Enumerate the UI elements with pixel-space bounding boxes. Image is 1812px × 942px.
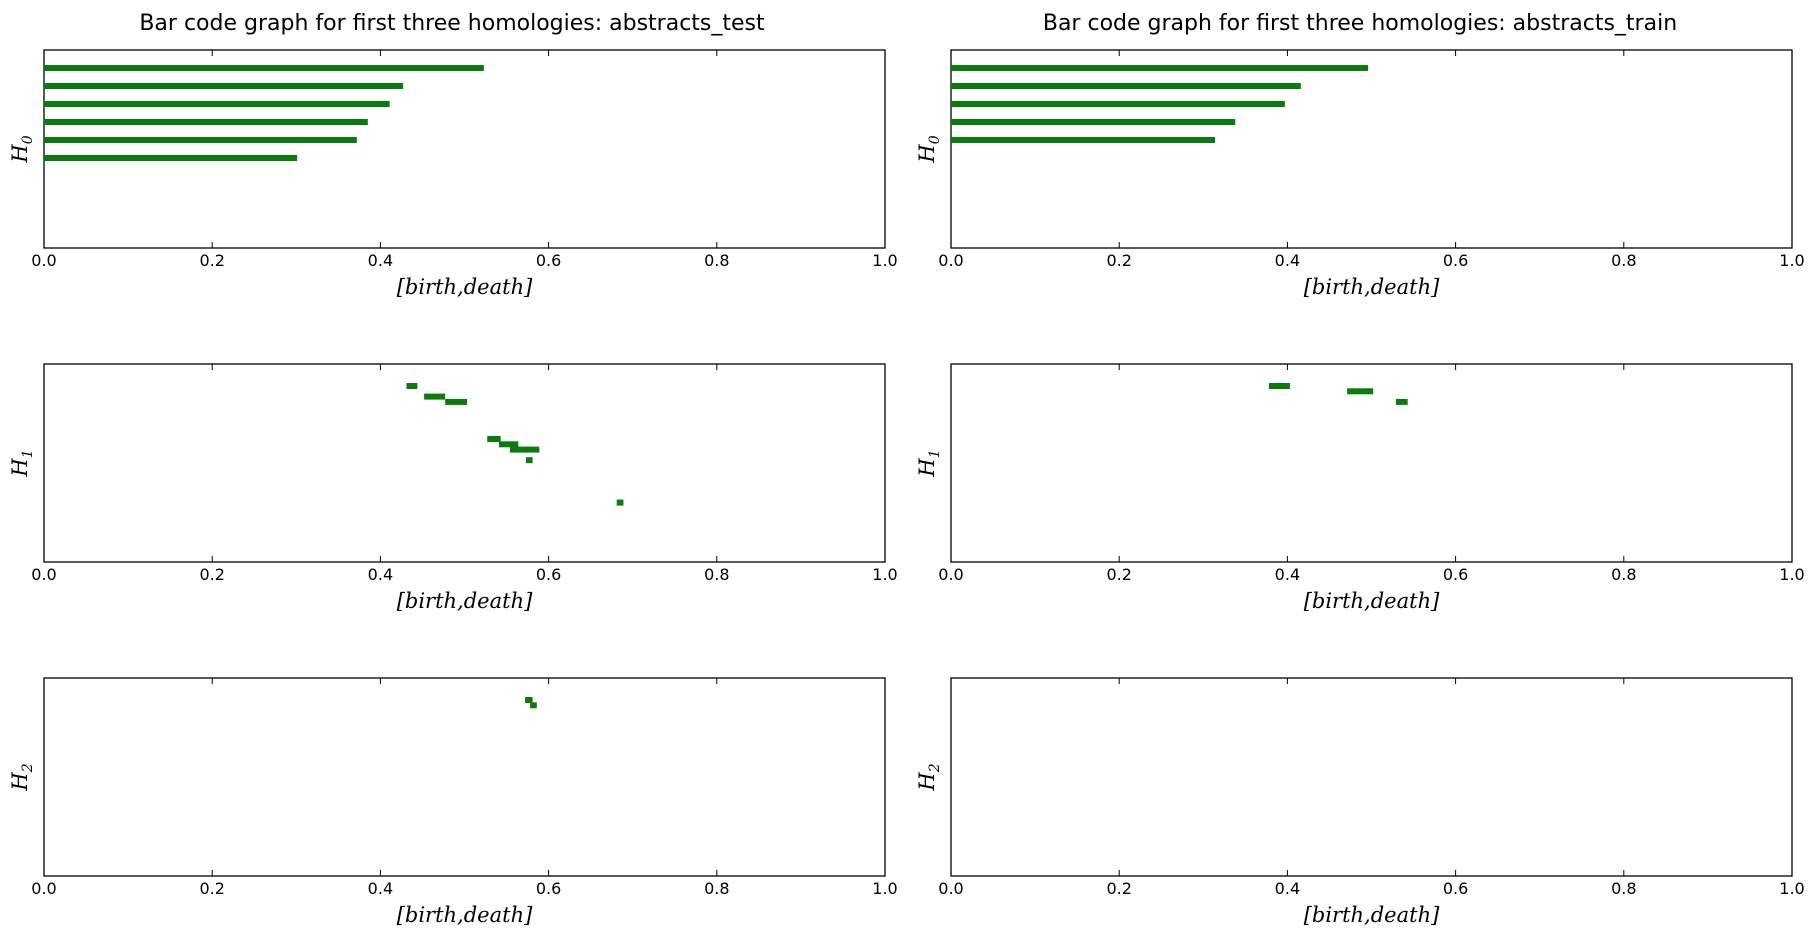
chart-0-panel-2-frame: [43, 677, 886, 877]
chart-1-panel-0: 0.0 0.2 0.4 0.6 0.8 1.0 [birth,death] H0: [915, 49, 1805, 299]
chart-1-panel-2-tick-label-3: 0.6: [1443, 879, 1468, 898]
chart-title-test: Bar code graph for first three homologie…: [139, 11, 765, 36]
chart-1-panel-1-xlabel: [birth,death]: [1304, 589, 1440, 613]
chart-1-panel-0-tick-label-1: 0.2: [1106, 251, 1131, 270]
chart-1-panel-2: 0.0 0.2 0.4 0.6 0.8 1.0 [birth,death] H2: [915, 677, 1805, 927]
chart-0-panel-0-tick-label-3: 0.6: [536, 251, 561, 270]
chart-0-panel-2-bar-0: [525, 697, 533, 703]
chart-1-panel-0-bar-2: [951, 101, 1285, 107]
chart-1-panel-2-ylabel: H2: [915, 763, 943, 791]
chart-1-panel-2-tick-label-4: 0.8: [1611, 879, 1636, 898]
chart-0-panel-0-bar-2: [44, 101, 390, 107]
chart-0-panel-0-tick-label-2: 0.4: [368, 251, 393, 270]
chart-1-panel-2-frame: [950, 677, 1793, 877]
chart-1-panel-1-tick-label-3: 0.6: [1443, 565, 1468, 584]
chart-0-panel-0-bar-1: [44, 83, 404, 89]
chart-0-panel-2-ylabel-sub: 2: [20, 763, 36, 773]
chart-0-panel-1-frame: [43, 363, 886, 563]
chart-0-panel-0-tick-label-1: 0.2: [199, 251, 224, 270]
chart-0-panel-1-tick-label-5: 1.0: [872, 565, 897, 584]
chart-1-panel-0-tick-label-2: 0.4: [1275, 251, 1300, 270]
chart-1-panel-0-tick-label-0: 0.0: [938, 251, 963, 270]
chart-1-panel-2-tick-label-5: 1.0: [1779, 879, 1804, 898]
chart-0-panel-1-ylabel-sub: 1: [20, 449, 36, 458]
chart-1-panel-0-ylabel-sub: 0: [927, 135, 943, 144]
panels-group: 0.0 0.2 0.4 0.6 0.8 1.0[birth,death]H00.0 0.2 0…: [8, 49, 1805, 927]
chart-1-panel-0-bar-4: [951, 137, 1216, 143]
chart-1-panel-0-frame: [950, 49, 1793, 249]
chart-1-panel-0-bar-1: [951, 83, 1301, 89]
chart-0-panel-1-bar-1: [424, 393, 446, 400]
chart-1-panel-1-bar-2: [1395, 398, 1408, 405]
chart-0-panel-1-bar-0: [406, 383, 418, 389]
chart-0-panel-2-tick-label-4: 0.8: [704, 879, 729, 898]
chart-1-panel-1-ylabel: H1: [915, 449, 943, 477]
chart-1-panel-1-tick-label-0: 0.0: [938, 565, 963, 584]
chart-0-panel-1-tick-label-3: 0.6: [536, 565, 561, 584]
chart-0-panel-1-tick-label-1: 0.2: [199, 565, 224, 584]
chart-0-panel-1-bar-6: [525, 457, 533, 464]
chart-1-panel-1-tick-label-4: 0.8: [1611, 565, 1636, 584]
chart-0-panel-1-bar-4: [498, 441, 519, 448]
chart-1-panel-0-ylabel: H0: [915, 135, 943, 163]
chart-0-panel-1-bar-2: [445, 398, 468, 405]
chart-0-panel-0-frame: [43, 49, 886, 249]
chart-0-panel-2-tick-label-5: 1.0: [872, 879, 897, 898]
chart-0-panel-1-bar-7: [616, 499, 624, 506]
chart-0-panel-2-tick-label-0: 0.0: [31, 879, 56, 898]
chart-0-panel-0-bar-0: [44, 65, 484, 71]
chart-0-panel-1-tick-label-4: 0.8: [704, 565, 729, 584]
chart-0-panel-1: 0.0 0.2 0.4 0.6 0.8 1.0 [birth,death] H1: [8, 363, 898, 613]
chart-0-panel-0-bar-3: [44, 119, 368, 125]
chart-0-panel-2-ylabel: H2: [8, 763, 36, 791]
chart-0-panel-0: 0.0 0.2 0.4 0.6 0.8 1.0 [birth,death] H0: [8, 49, 898, 299]
chart-0-panel-2-tick-label-2: 0.4: [368, 879, 393, 898]
chart-1-panel-2-ylabel-sub: 2: [927, 763, 943, 773]
chart-1-panel-1: 0.0 0.2 0.4 0.6 0.8 1.0 [birth,death] H1: [915, 363, 1805, 613]
chart-0-panel-2-bar-1: [530, 702, 537, 709]
chart-1-panel-1-ylabel-sub: 1: [927, 449, 943, 458]
chart-1-panel-0-bar-0: [951, 65, 1369, 71]
chart-1-panel-2-tick-label-0: 0.0: [938, 879, 963, 898]
chart-1-panel-0-xlabel: [birth,death]: [1304, 275, 1440, 299]
chart-0-panel-1-tick-label-2: 0.4: [368, 565, 393, 584]
chart-1-panel-2-xlabel: [birth,death]: [1304, 903, 1440, 927]
chart-0-panel-0-tick-label-4: 0.8: [704, 251, 729, 270]
chart-0-panel-0-bar-4: [44, 137, 357, 143]
chart-0-panel-2: 0.0 0.2 0.4 0.6 0.8 1.0 [birth,death] H2: [8, 677, 898, 927]
chart-1-panel-2-tick-label-1: 0.2: [1106, 879, 1131, 898]
chart-1-panel-0-tick-label-4: 0.8: [1611, 251, 1636, 270]
chart-0-panel-1-tick-label-0: 0.0: [31, 565, 56, 584]
chart-0-panel-1-bar-5: [509, 446, 540, 453]
chart-0-panel-0-tick-label-5: 1.0: [872, 251, 897, 270]
chart-0-panel-0-ylabel-sub: 0: [20, 135, 36, 144]
chart-0-panel-1-ylabel: H1: [8, 449, 36, 477]
chart-1-panel-1-tick-label-1: 0.2: [1106, 565, 1131, 584]
chart-title-train: Bar code graph for first three homologie…: [1043, 11, 1677, 36]
chart-1-panel-0-bar-3: [951, 119, 1236, 125]
chart-0-panel-0-bar-5: [44, 155, 298, 161]
chart-0-panel-1-bar-3: [487, 436, 501, 442]
chart-1-panel-1-bar-0: [1268, 383, 1290, 389]
chart-0-panel-2-tick-label-1: 0.2: [199, 879, 224, 898]
chart-0-panel-2-xlabel: [birth,death]: [397, 903, 533, 927]
chart-1-panel-0-tick-label-3: 0.6: [1443, 251, 1468, 270]
chart-0-panel-2-tick-label-3: 0.6: [536, 879, 561, 898]
chart-1-panel-1-tick-label-2: 0.4: [1275, 565, 1300, 584]
chart-1-panel-1-frame: [950, 363, 1793, 563]
chart-0-panel-1-xlabel: [birth,death]: [397, 589, 533, 613]
chart-1-panel-1-tick-label-5: 1.0: [1779, 565, 1804, 584]
chart-0-panel-0-tick-label-0: 0.0: [31, 251, 56, 270]
chart-1-panel-0-tick-label-5: 1.0: [1779, 251, 1804, 270]
chart-1-panel-2-tick-label-2: 0.4: [1275, 879, 1300, 898]
chart-1-panel-1-bar-1: [1347, 388, 1374, 395]
chart-0-panel-0-xlabel: [birth,death]: [397, 275, 533, 299]
chart-0-panel-0-ylabel: H0: [8, 135, 36, 163]
